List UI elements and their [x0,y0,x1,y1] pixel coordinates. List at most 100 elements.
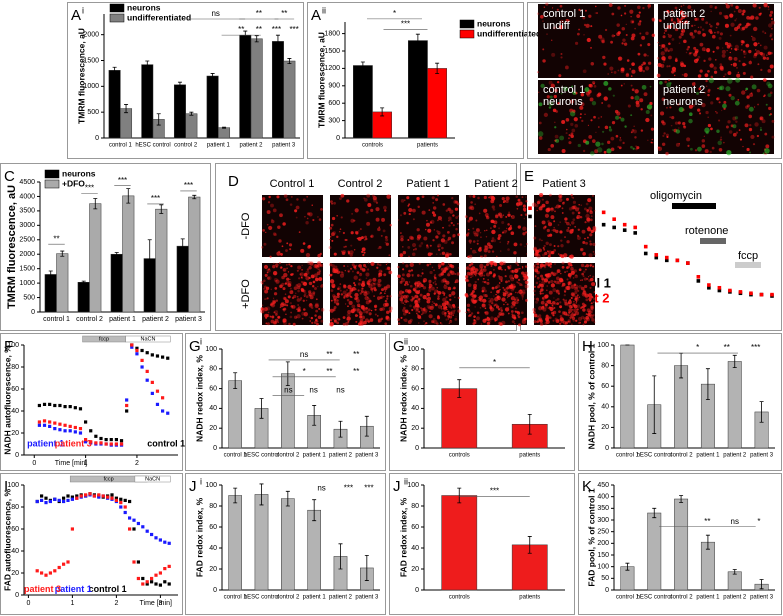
bar [110,253,123,313]
speckle [479,263,484,269]
speckle [617,69,620,72]
speckle [552,228,556,232]
y-tick-label: 80 [209,503,217,510]
speckle [385,242,389,246]
data-point [62,499,66,504]
speckle [329,321,334,326]
speckle [508,306,510,308]
speckle [455,216,459,219]
image-caption: patient 2 [663,8,705,20]
micrograph [658,80,774,154]
speckle [510,215,512,218]
data-point [58,428,62,432]
speckle [440,305,443,308]
data-point [141,525,145,529]
significance: ** [704,517,710,526]
speckle [561,312,566,316]
speckle [631,20,634,24]
speckle [522,226,527,231]
speckle [553,306,556,309]
speckle [632,147,635,150]
speckle [769,10,774,14]
speckle [472,322,476,325]
bar [281,498,295,591]
speckle [473,232,478,237]
speckle [281,275,285,280]
speckle [409,262,414,267]
speckle [756,134,760,138]
speckle [386,194,391,199]
speckle [497,315,500,318]
speckle [507,227,511,231]
speckle [275,280,277,282]
speckle [673,74,676,77]
speckle [725,125,729,129]
speckle [603,150,607,154]
bar [441,495,478,591]
y-tick-label: 60 [411,524,419,531]
speckle [754,122,759,127]
speckle [378,272,383,277]
speckle [760,68,763,72]
bar [185,113,198,139]
speckle [306,212,311,216]
speckle [542,59,546,63]
y-tick-label: 60 [209,385,217,392]
speckle [680,32,684,37]
speckle [287,295,291,299]
speckle [517,278,521,282]
y-tick-label: 100 [407,482,419,489]
speckle [671,66,677,72]
speckle [447,207,451,211]
speckle [768,23,773,28]
speckle [472,230,477,235]
speckle [317,268,319,270]
speckle [538,254,540,256]
speckle [507,312,510,315]
speckle [556,8,559,11]
speckle [312,291,316,295]
speckle [425,321,428,325]
speckle [305,299,308,302]
speckle [285,249,288,252]
speckle [466,308,470,312]
speckle [410,236,415,241]
speckle [726,49,728,52]
speckle [766,57,770,61]
data-point [79,494,83,498]
speckle [670,124,673,127]
speckle [571,205,576,210]
speckle [506,291,510,295]
speckle [758,13,762,16]
speckle [572,200,577,204]
speckle [509,224,512,227]
speckle [565,299,567,301]
speckle [485,236,488,238]
speckle [672,21,676,25]
speckle [353,265,357,269]
speckle [403,283,407,286]
speckle [333,319,337,323]
speckle [563,201,565,204]
speckle [728,130,733,134]
y-tick-label: 1200 [324,65,340,72]
speckle [579,307,582,310]
error-bar [275,34,280,48]
speckle [262,304,264,306]
data-point [749,291,753,296]
data-point [696,279,701,283]
error-bar [156,113,161,126]
speckle [732,124,737,129]
speckle [288,322,291,326]
speckle [443,294,446,296]
speckle [678,127,680,129]
speckle [416,234,422,239]
speckle [313,321,317,325]
data-point [62,562,66,566]
speckle [340,216,343,219]
speckle [417,299,421,304]
speckle [494,214,499,219]
panel-frame [0,333,183,471]
speckle [509,292,513,296]
x-tick-label: patient 2 [723,453,747,459]
